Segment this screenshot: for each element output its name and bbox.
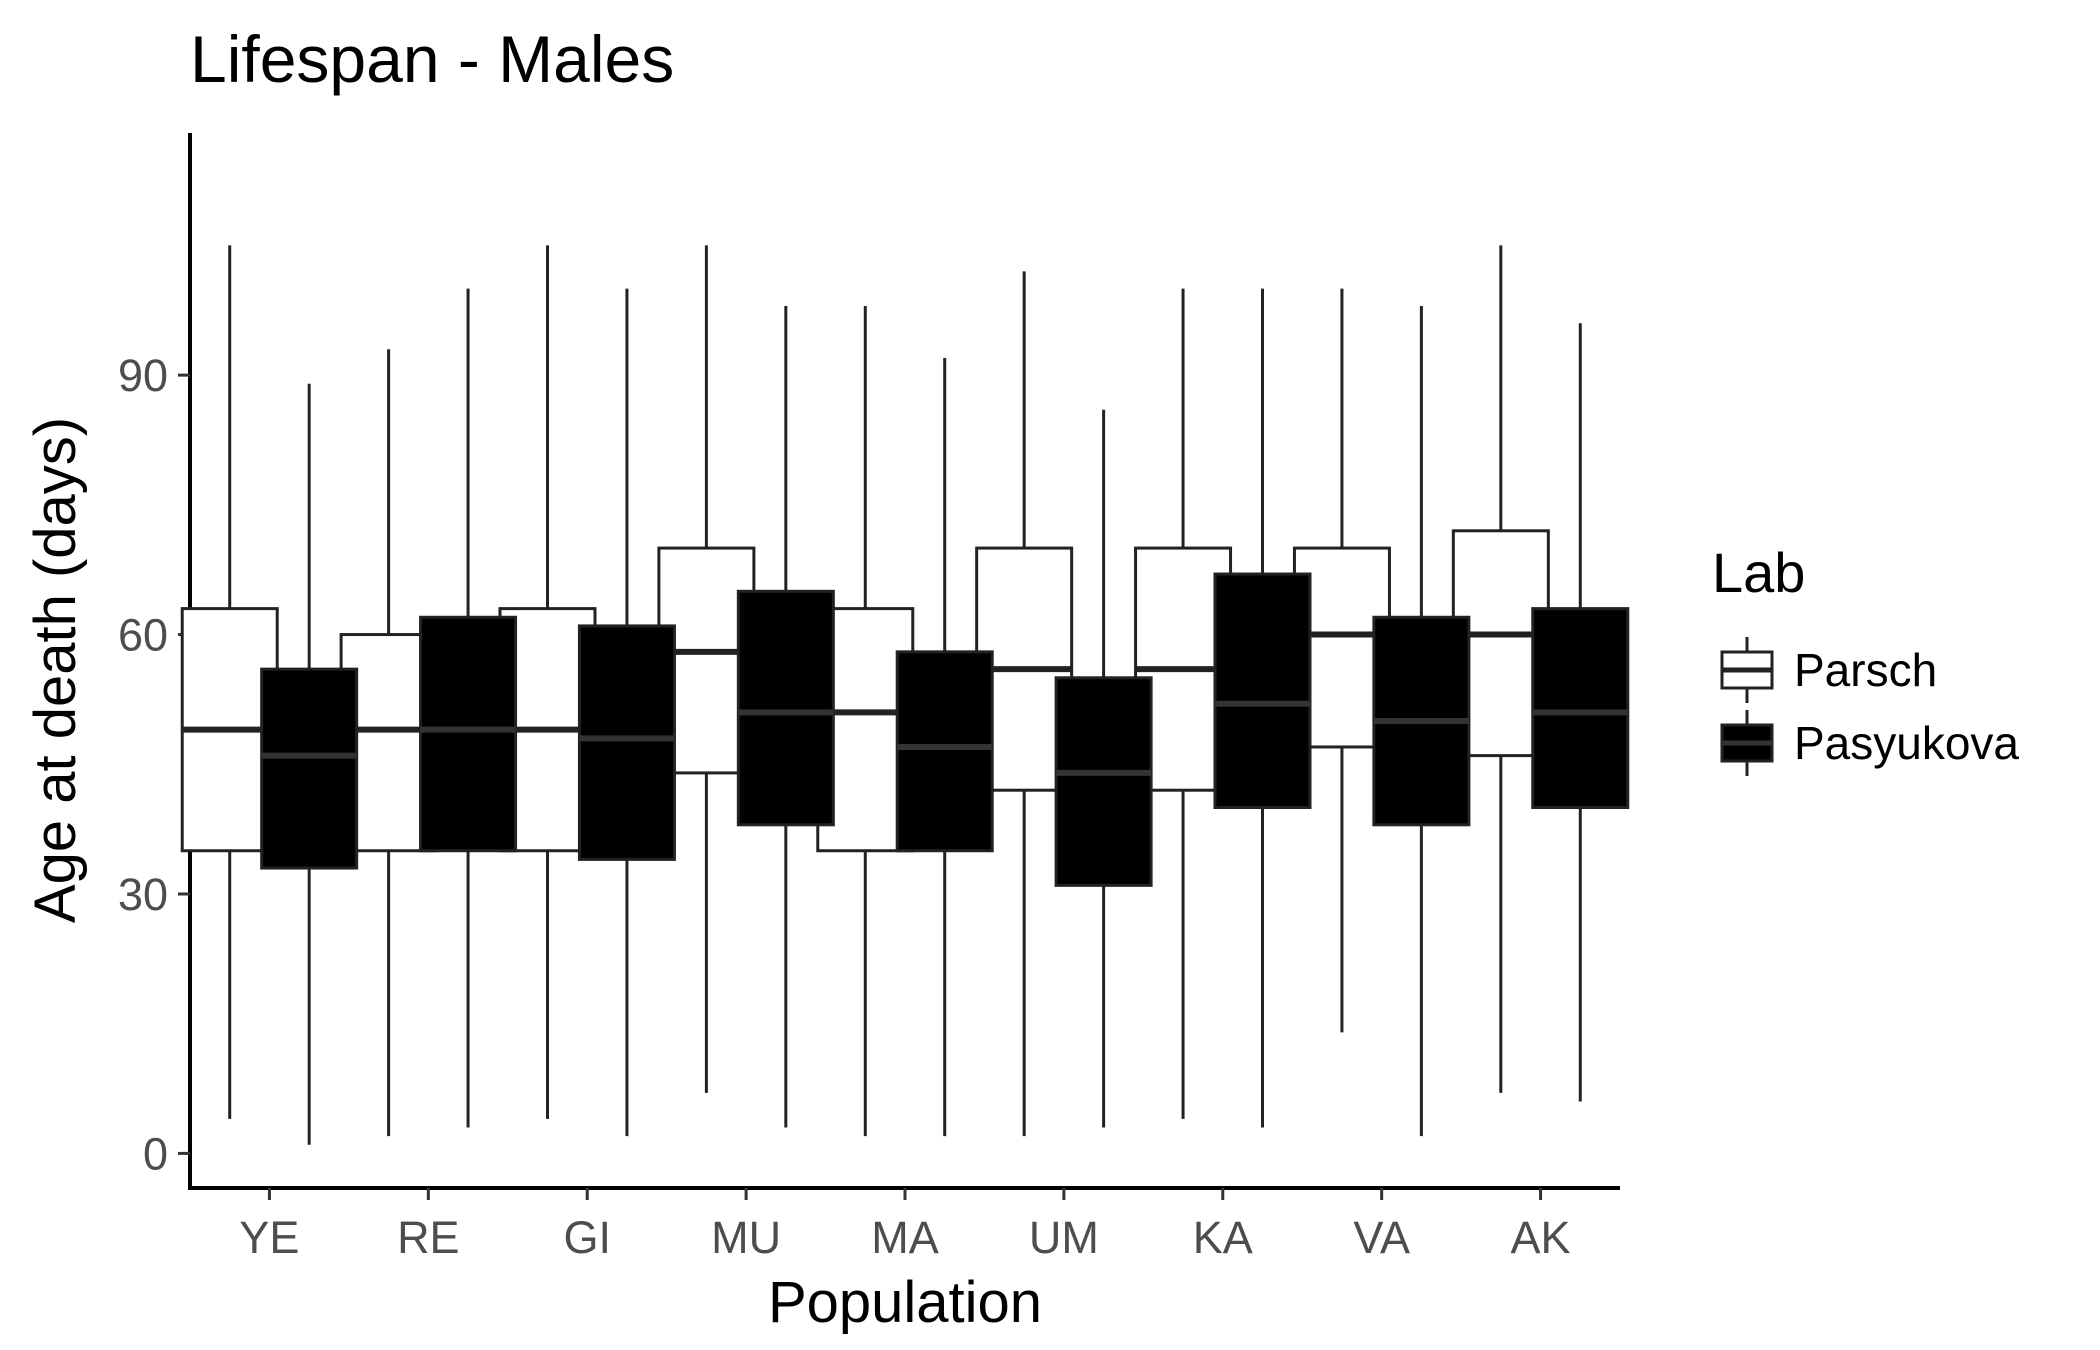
- y-tick-label: 60: [118, 610, 168, 661]
- x-tick-label: MA: [871, 1212, 939, 1263]
- legend-item-pasyukova: Pasyukova: [1720, 710, 2019, 776]
- box-body: [736, 589, 835, 827]
- x-tick-label: GI: [563, 1212, 611, 1263]
- x-tick-label: UM: [1029, 1212, 1099, 1263]
- box-body: [260, 667, 359, 870]
- x-tick-label: MU: [711, 1212, 781, 1263]
- box-pasyukova-ak: [1531, 323, 1630, 1102]
- box-body: [895, 650, 994, 853]
- box-pasyukova-re: [419, 288, 518, 1128]
- box-body: [1054, 676, 1153, 887]
- y-tick-label: 90: [118, 350, 168, 401]
- box-pasyukova-ka: [1213, 288, 1312, 1128]
- legend: Parsch Pasyukova: [1720, 637, 2019, 776]
- box-body: [1213, 572, 1312, 810]
- x-tick-label: VA: [1353, 1212, 1410, 1263]
- box-pasyukova-ye: [260, 383, 359, 1145]
- box-pasyukova-va: [1372, 305, 1471, 1137]
- chart-title: Lifespan - Males: [190, 22, 674, 96]
- x-tick-label: KA: [1193, 1212, 1253, 1263]
- box-pasyukova-ma: [895, 357, 994, 1137]
- y-axis-title: Age at death (days): [23, 417, 88, 923]
- box-pasyukova-um: [1054, 409, 1153, 1128]
- legend-item-parsch: Parsch: [1720, 637, 1937, 703]
- y-tick-label: 30: [118, 869, 168, 920]
- x-axis-title: Population: [768, 1270, 1042, 1335]
- box-body: [1531, 607, 1630, 810]
- legend-label: Parsch: [1794, 644, 1937, 696]
- box-body: [577, 624, 676, 861]
- legend-label: Pasyukova: [1794, 717, 2019, 769]
- plot-area: 0 30 60 90 YE RE GI MU MA UM KA VA AK: [118, 133, 1630, 1263]
- x-tick-label: AK: [1511, 1212, 1571, 1263]
- y-tick-label: 0: [143, 1128, 168, 1179]
- x-tick-label: RE: [397, 1212, 460, 1263]
- x-tick-label: YE: [239, 1212, 299, 1263]
- box-body: [419, 615, 518, 853]
- legend-title: Lab: [1712, 541, 1805, 604]
- box-pasyukova-gi: [577, 288, 676, 1137]
- box-pasyukova-mu: [736, 305, 835, 1128]
